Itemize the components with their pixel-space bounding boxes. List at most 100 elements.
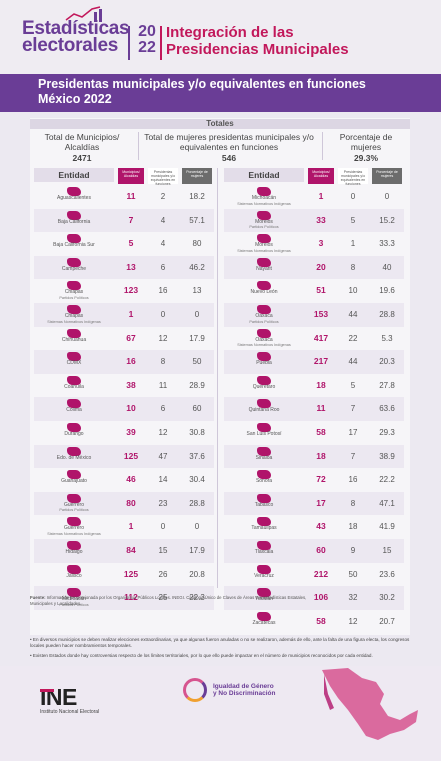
entity-subtitle: Sistemas Normativos Indígenas bbox=[237, 343, 291, 348]
porcentaje-value: 17.9 bbox=[189, 546, 205, 555]
entity-name: Guerrero bbox=[63, 525, 84, 532]
column-header-municipios: Municipios/ Alcaldías bbox=[118, 168, 144, 184]
porcentaje-value: 41.9 bbox=[379, 522, 395, 532]
municipios-value: 217 bbox=[313, 356, 329, 367]
totals-municipios: Total de Municipios/ Alcaldías 2471 bbox=[38, 132, 126, 163]
municipios-value: 125 bbox=[123, 450, 139, 461]
source-text: Información proporcionada por los Organi… bbox=[30, 595, 307, 606]
entity-name: Edo. de México bbox=[56, 454, 92, 461]
porcentaje-value: 30.4 bbox=[189, 475, 205, 485]
ine-logo: INE Instituto Nacional Electoral bbox=[40, 684, 99, 715]
entity-subtitle: Sistemas Normativos Indígenas bbox=[47, 531, 101, 536]
page-subtitle: México 2022 bbox=[38, 92, 112, 106]
porcentaje-value: 20.3 bbox=[379, 357, 395, 367]
entity-name: Oaxaca bbox=[255, 313, 273, 319]
table-row: Guerrero Partidos Políticos 80 23 28.8 bbox=[34, 491, 214, 516]
table-row: Guanajuato 46 14 30.4 bbox=[34, 468, 214, 492]
presidentas-value: 5 bbox=[350, 215, 356, 225]
entity-cell: Querétaro bbox=[224, 374, 304, 398]
state-map-icon bbox=[257, 281, 271, 291]
table-row: Zacatecas 58 12 20.7 bbox=[224, 610, 404, 634]
table-row: Baja California Sur 5 4 80 bbox=[34, 232, 214, 256]
entity-subtitle: Sistemas Normativos Indígenas bbox=[237, 201, 291, 206]
entity-name: Nuevo León bbox=[250, 289, 278, 296]
presidentas-value: 22 bbox=[348, 333, 358, 343]
totals-porcentaje-label: Porcentaje de mujeres bbox=[339, 132, 393, 152]
entity-cell: Tamaulipas bbox=[224, 515, 304, 539]
porcentaje-value: 47.1 bbox=[379, 498, 395, 508]
totals-porcentaje-value: 29.3% bbox=[353, 153, 379, 163]
municipios-value: 7 bbox=[128, 214, 134, 225]
municipios-value: 33 bbox=[316, 214, 326, 225]
state-map-icon bbox=[67, 564, 81, 574]
divider bbox=[217, 168, 218, 588]
entity-subtitle: Partidos Políticos bbox=[249, 225, 279, 230]
state-map-icon bbox=[257, 611, 271, 621]
note-text: Existen Estados donde hay controversias … bbox=[32, 653, 373, 658]
municipios-value: 123 bbox=[123, 285, 139, 296]
entity-cell: Puebla bbox=[224, 350, 304, 374]
ine-logo-subtitle: Instituto Nacional Electoral bbox=[40, 709, 100, 715]
presidentas-value: 12 bbox=[158, 428, 168, 437]
presidentas-value: 12 bbox=[158, 333, 168, 343]
municipios-value: 84 bbox=[126, 545, 136, 555]
porcentaje-value: 0 bbox=[384, 192, 390, 201]
porcentaje-value: 28.8 bbox=[379, 310, 395, 319]
porcentaje-value: 18.2 bbox=[189, 192, 205, 201]
state-map-icon bbox=[67, 257, 81, 267]
state-map-icon bbox=[67, 210, 81, 220]
table-row: Tlaxcala 60 9 15 bbox=[224, 539, 404, 563]
entity-cell: Aguascalientes bbox=[34, 185, 114, 209]
porcentaje-value: 0 bbox=[194, 310, 200, 319]
table-row: Baja California 7 4 57.1 bbox=[34, 208, 214, 233]
column-header-entidad: Entidad bbox=[224, 168, 304, 182]
state-map-icon bbox=[67, 399, 81, 409]
year-bottom: 22 bbox=[138, 39, 156, 56]
state-map-icon bbox=[257, 328, 271, 338]
entity-cell: Guerrero Partidos Políticos bbox=[34, 492, 114, 516]
entity-name: Colima bbox=[66, 407, 82, 414]
entity-cell: Morelos Sistemas Normativos Indígenas bbox=[224, 232, 304, 256]
municipios-value: 153 bbox=[313, 309, 329, 319]
divider bbox=[160, 26, 162, 60]
table-row: Puebla 217 44 20.3 bbox=[224, 350, 404, 374]
table-row: Jalisco 125 26 20.8 bbox=[34, 563, 214, 587]
table-row: Colima 10 6 60 bbox=[34, 397, 214, 421]
entity-cell: Campeche bbox=[34, 256, 114, 280]
totals-municipios-label: Total de Municipios/ Alcaldías bbox=[44, 132, 120, 152]
totals-mujeres: Total de mujeres presidentas municipales… bbox=[144, 132, 314, 163]
entity-name: Nayarit bbox=[256, 265, 272, 272]
table-row: Quintana Roo 11 7 63.6 bbox=[224, 397, 404, 421]
presidentas-value: 17 bbox=[348, 428, 358, 437]
entity-cell: Guanajuato bbox=[34, 468, 114, 492]
state-map-icon bbox=[67, 352, 81, 362]
entity-cell: Hidalgo bbox=[34, 539, 114, 563]
source-note: Fuente: Información proporcionada por lo… bbox=[30, 595, 330, 606]
entity-cell: Colima bbox=[34, 397, 114, 421]
porcentaje-value: 40 bbox=[382, 262, 392, 272]
presidentas-value: 18 bbox=[348, 522, 358, 532]
entity-name: CDMX bbox=[66, 360, 82, 367]
state-map-icon bbox=[257, 210, 271, 220]
presidentas-value: 5 bbox=[350, 380, 356, 390]
presidentas-value: 10 bbox=[348, 286, 358, 296]
state-map-icon bbox=[67, 517, 81, 527]
entity-cell: Jalisco bbox=[34, 563, 114, 587]
municipios-value: 16 bbox=[126, 356, 136, 367]
igualdad-circle-icon bbox=[183, 678, 207, 702]
table-row: Sinaloa 18 7 38.9 bbox=[224, 444, 404, 469]
municipios-value: 212 bbox=[313, 568, 329, 579]
table-row: Chiapas Sistemas Normativos Indígenas 1 0 0 bbox=[34, 303, 214, 327]
state-map-icon bbox=[257, 305, 271, 314]
presidentas-value: 16 bbox=[348, 475, 358, 485]
presidentas-value: 4 bbox=[160, 215, 166, 225]
entity-name: Campeche bbox=[61, 265, 87, 272]
entity-cell: Durango bbox=[34, 421, 114, 445]
municipios-value: 80 bbox=[126, 497, 136, 508]
presidentas-value: 6 bbox=[160, 262, 166, 272]
municipios-value: 60 bbox=[316, 545, 326, 555]
brand-line-1: Estadísticas bbox=[22, 18, 130, 39]
header-title-line-1: Integración de las bbox=[166, 24, 294, 41]
entity-cell: Edo. de México bbox=[34, 445, 114, 469]
porcentaje-value: 28.8 bbox=[189, 498, 205, 508]
